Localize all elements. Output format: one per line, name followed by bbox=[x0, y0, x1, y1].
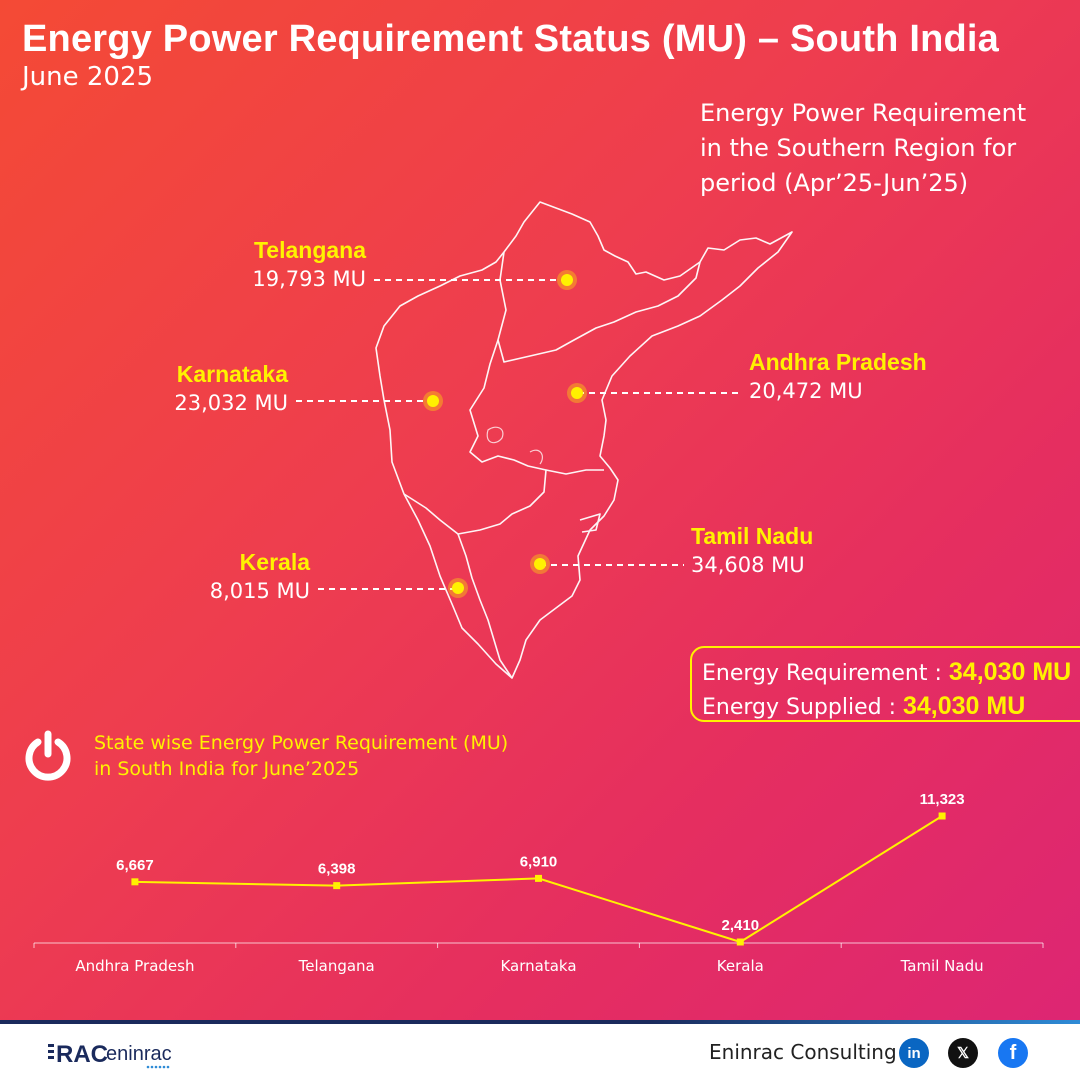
x-tick-label: Andhra Pradesh bbox=[75, 957, 194, 975]
company-name: Eninrac Consulting bbox=[709, 1040, 897, 1064]
eninrac-logo: RAC eninrac bbox=[48, 1041, 172, 1069]
period-note-line: in the Southern Region for bbox=[700, 134, 1017, 162]
summary-box: Energy Requirement : 34,030 MU Energy Su… bbox=[690, 646, 1080, 722]
state-value: 8,015 MU bbox=[209, 579, 310, 603]
south-india-map bbox=[375, 201, 793, 679]
period-note-line: Energy Power Requirement bbox=[700, 99, 1027, 127]
facebook-icon[interactable]: f bbox=[998, 1038, 1028, 1068]
telangana-border bbox=[497, 251, 701, 363]
requirement-line: Energy Requirement : 34,030 MU bbox=[702, 656, 1080, 690]
supplied-line: Energy Supplied : 34,030 MU bbox=[702, 690, 1080, 724]
state-label-tamil-nadu: Tamil Nadu 34,608 MU bbox=[691, 522, 813, 580]
requirement-value: 34,030 MU bbox=[948, 658, 1072, 686]
kerala-border bbox=[457, 533, 513, 679]
state-label-karnataka: Karnataka 23,032 MU bbox=[120, 360, 288, 418]
footer-divider bbox=[0, 1020, 1080, 1024]
linkedin-icon[interactable]: in bbox=[899, 1038, 929, 1068]
dot-karnataka bbox=[427, 395, 439, 407]
line-chart: 6,667 Andhra Pradesh 6,398 Telangana 6,910 Ka… bbox=[33, 791, 1044, 975]
x-tick-label: Tamil Nadu bbox=[900, 957, 984, 975]
state-name: Karnataka bbox=[176, 361, 288, 387]
power-icon bbox=[25, 730, 71, 781]
state-value: 34,608 MU bbox=[691, 553, 805, 577]
tamilnadu-coast-inner bbox=[579, 513, 601, 533]
karnataka-border bbox=[403, 339, 547, 535]
map-outline bbox=[375, 201, 793, 679]
state-value: 23,032 MU bbox=[174, 391, 288, 415]
data-point bbox=[938, 812, 946, 820]
data-label: 11,323 bbox=[920, 791, 965, 808]
data-point bbox=[131, 878, 139, 886]
logo-text-eninrac: eninrac bbox=[106, 1043, 172, 1065]
requirement-label: Energy Requirement : bbox=[702, 661, 949, 686]
data-point bbox=[535, 874, 542, 882]
state-label-kerala: Kerala 8,015 MU bbox=[150, 548, 310, 606]
data-label: 6,910 bbox=[520, 853, 558, 870]
data-label: 6,398 bbox=[318, 861, 356, 878]
state-label-andhra-pradesh: Andhra Pradesh 20,472 MU bbox=[749, 348, 927, 406]
data-label: 6,667 bbox=[116, 857, 154, 874]
logo-text-rac: RAC bbox=[56, 1041, 108, 1068]
chart-title: State wise Energy Power Requirement (MU)… bbox=[94, 730, 508, 782]
x-tick-label: Karnataka bbox=[500, 957, 576, 975]
dot-tamilnadu bbox=[534, 558, 546, 570]
dot-kerala bbox=[452, 582, 464, 594]
state-name: Telangana bbox=[253, 237, 366, 263]
period-note-line: period (Apr’25-Jun’25) bbox=[700, 169, 969, 197]
x-tick-label: Telangana bbox=[298, 957, 375, 975]
supplied-label: Energy Supplied : bbox=[702, 695, 903, 720]
state-name: Tamil Nadu bbox=[691, 523, 814, 549]
page-title: Energy Power Requirement Status (MU) – S… bbox=[22, 18, 1000, 60]
state-value: 20,472 MU bbox=[749, 379, 863, 403]
state-name: Kerala bbox=[239, 549, 310, 575]
data-point bbox=[736, 938, 744, 946]
x-icon[interactable]: 𝕏 bbox=[948, 1038, 978, 1068]
data-label: 2,410 bbox=[722, 917, 760, 934]
state-label-telangana: Telangana 19,793 MU bbox=[200, 236, 366, 294]
footer: RAC eninrac Eninrac Consulting in 𝕏 f bbox=[0, 1024, 1080, 1080]
state-value: 19,793 MU bbox=[252, 267, 366, 291]
x-tick-label: Kerala bbox=[717, 957, 764, 975]
state-name: Andhra Pradesh bbox=[749, 349, 927, 375]
chart-title-line: in South India for June’2025 bbox=[94, 758, 360, 780]
dot-telangana bbox=[561, 274, 573, 286]
page-subtitle: June 2025 bbox=[22, 62, 154, 92]
supplied-value: 34,030 MU bbox=[902, 692, 1026, 720]
period-note: Energy Power Requirement in the Southern… bbox=[700, 96, 1060, 201]
andhra-inner-border bbox=[545, 469, 604, 475]
chart-title-line: State wise Energy Power Requirement (MU) bbox=[94, 732, 509, 754]
dot-andhra bbox=[571, 387, 583, 399]
data-point bbox=[333, 882, 341, 890]
